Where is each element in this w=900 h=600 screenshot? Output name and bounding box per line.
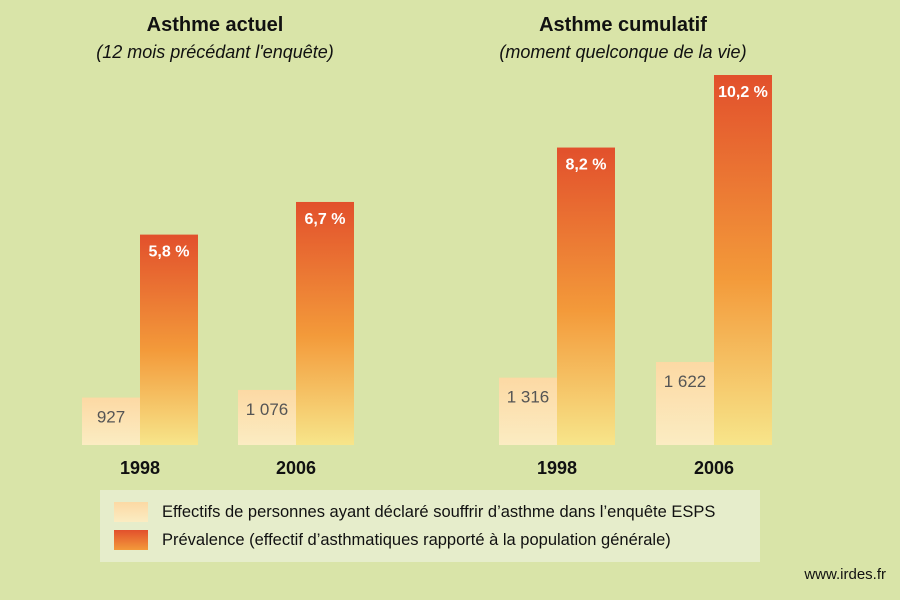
data-label-count: 1 622 bbox=[664, 372, 707, 391]
x-tick-label: 2006 bbox=[694, 458, 734, 478]
source-url: www.irdes.fr bbox=[804, 566, 886, 583]
bar-count-1998 bbox=[499, 377, 557, 445]
data-label-count: 1 076 bbox=[246, 400, 289, 419]
bar-count-1998 bbox=[82, 397, 140, 445]
legend-label-prevalence: Prévalence (effectif d’asthmatiques rapp… bbox=[162, 530, 671, 549]
bar-count-2006 bbox=[238, 389, 296, 445]
legend-item-count: Effectifs de personnes ayant déclaré sou… bbox=[114, 498, 746, 526]
legend-item-prevalence: Prévalence (effectif d’asthmatiques rapp… bbox=[114, 526, 746, 554]
legend-swatch-prevalence bbox=[114, 530, 148, 550]
bar-prevalence-1998 bbox=[140, 234, 198, 445]
x-tick-label: 1998 bbox=[537, 458, 577, 478]
data-label-prevalence: 6,7 % bbox=[305, 211, 346, 228]
x-tick-label: 1998 bbox=[120, 458, 160, 478]
data-label-prevalence: 10,2 % bbox=[718, 84, 768, 101]
bar-prevalence-2006 bbox=[714, 75, 772, 445]
chart-panel-1: Asthme actuel (12 mois précédant l'enquêt… bbox=[82, 14, 354, 478]
chart-subtitle: (12 mois précédant l'enquête) bbox=[96, 42, 334, 62]
data-label-count: 927 bbox=[97, 408, 125, 427]
legend-swatch-count bbox=[114, 502, 148, 522]
data-label-count: 1 316 bbox=[507, 388, 550, 407]
x-tick-label: 2006 bbox=[276, 458, 316, 478]
data-label-prevalence: 5,8 % bbox=[149, 244, 190, 261]
bar-count-2006 bbox=[656, 362, 714, 445]
legend-label-count: Effectifs de personnes ayant déclaré sou… bbox=[162, 502, 716, 521]
data-label-prevalence: 8,2 % bbox=[566, 157, 607, 174]
legend: Effectifs de personnes ayant déclaré sou… bbox=[100, 490, 760, 562]
chart-panel-2: Asthme cumulatif (moment quelconque de la… bbox=[499, 14, 772, 478]
bar-prevalence-1998 bbox=[557, 147, 615, 446]
chart-title: Asthme actuel bbox=[147, 14, 284, 36]
chart-subtitle: (moment quelconque de la vie) bbox=[499, 42, 746, 62]
bar-prevalence-2006 bbox=[296, 201, 354, 445]
chart-title: Asthme cumulatif bbox=[539, 14, 707, 36]
